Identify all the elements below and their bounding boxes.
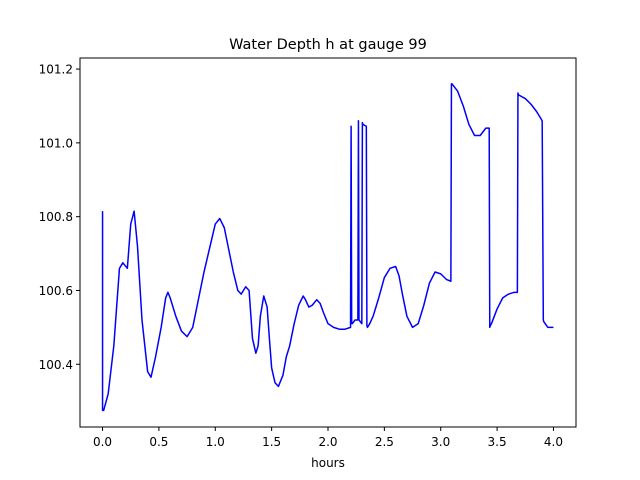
series-layer: [101, 83, 554, 412]
x-axis-label: hours: [311, 456, 345, 470]
x-tick-label: 4.0: [544, 435, 563, 449]
y-tick-label: 101.2: [39, 63, 73, 77]
chart-title: Water Depth h at gauge 99: [229, 37, 427, 53]
y-tick-label: 101.0: [39, 136, 73, 150]
x-tick-label: 2.0: [318, 435, 337, 449]
x-tick-label: 0.0: [93, 435, 112, 449]
x-tick-label: 1.5: [262, 435, 281, 449]
y-tick-label: 100.4: [39, 358, 73, 372]
plot-area: [80, 58, 576, 427]
x-tick-label: 1.0: [206, 435, 225, 449]
x-tick-label: 0.5: [149, 435, 168, 449]
tick-layer: 0.0 0.5 1.0 1.5 2.0 2.5 3.0 3.5 4.0 100.4 100.6 100…: [39, 63, 563, 449]
y-tick-label: 100.8: [39, 210, 73, 224]
x-tick-label: 3.5: [488, 435, 507, 449]
series-line: [101, 83, 554, 412]
x-tick-label: 2.5: [375, 435, 394, 449]
x-tick-label: 3.0: [431, 435, 450, 449]
plot-frame: [79, 57, 577, 428]
y-tick-label: 100.6: [39, 284, 73, 298]
